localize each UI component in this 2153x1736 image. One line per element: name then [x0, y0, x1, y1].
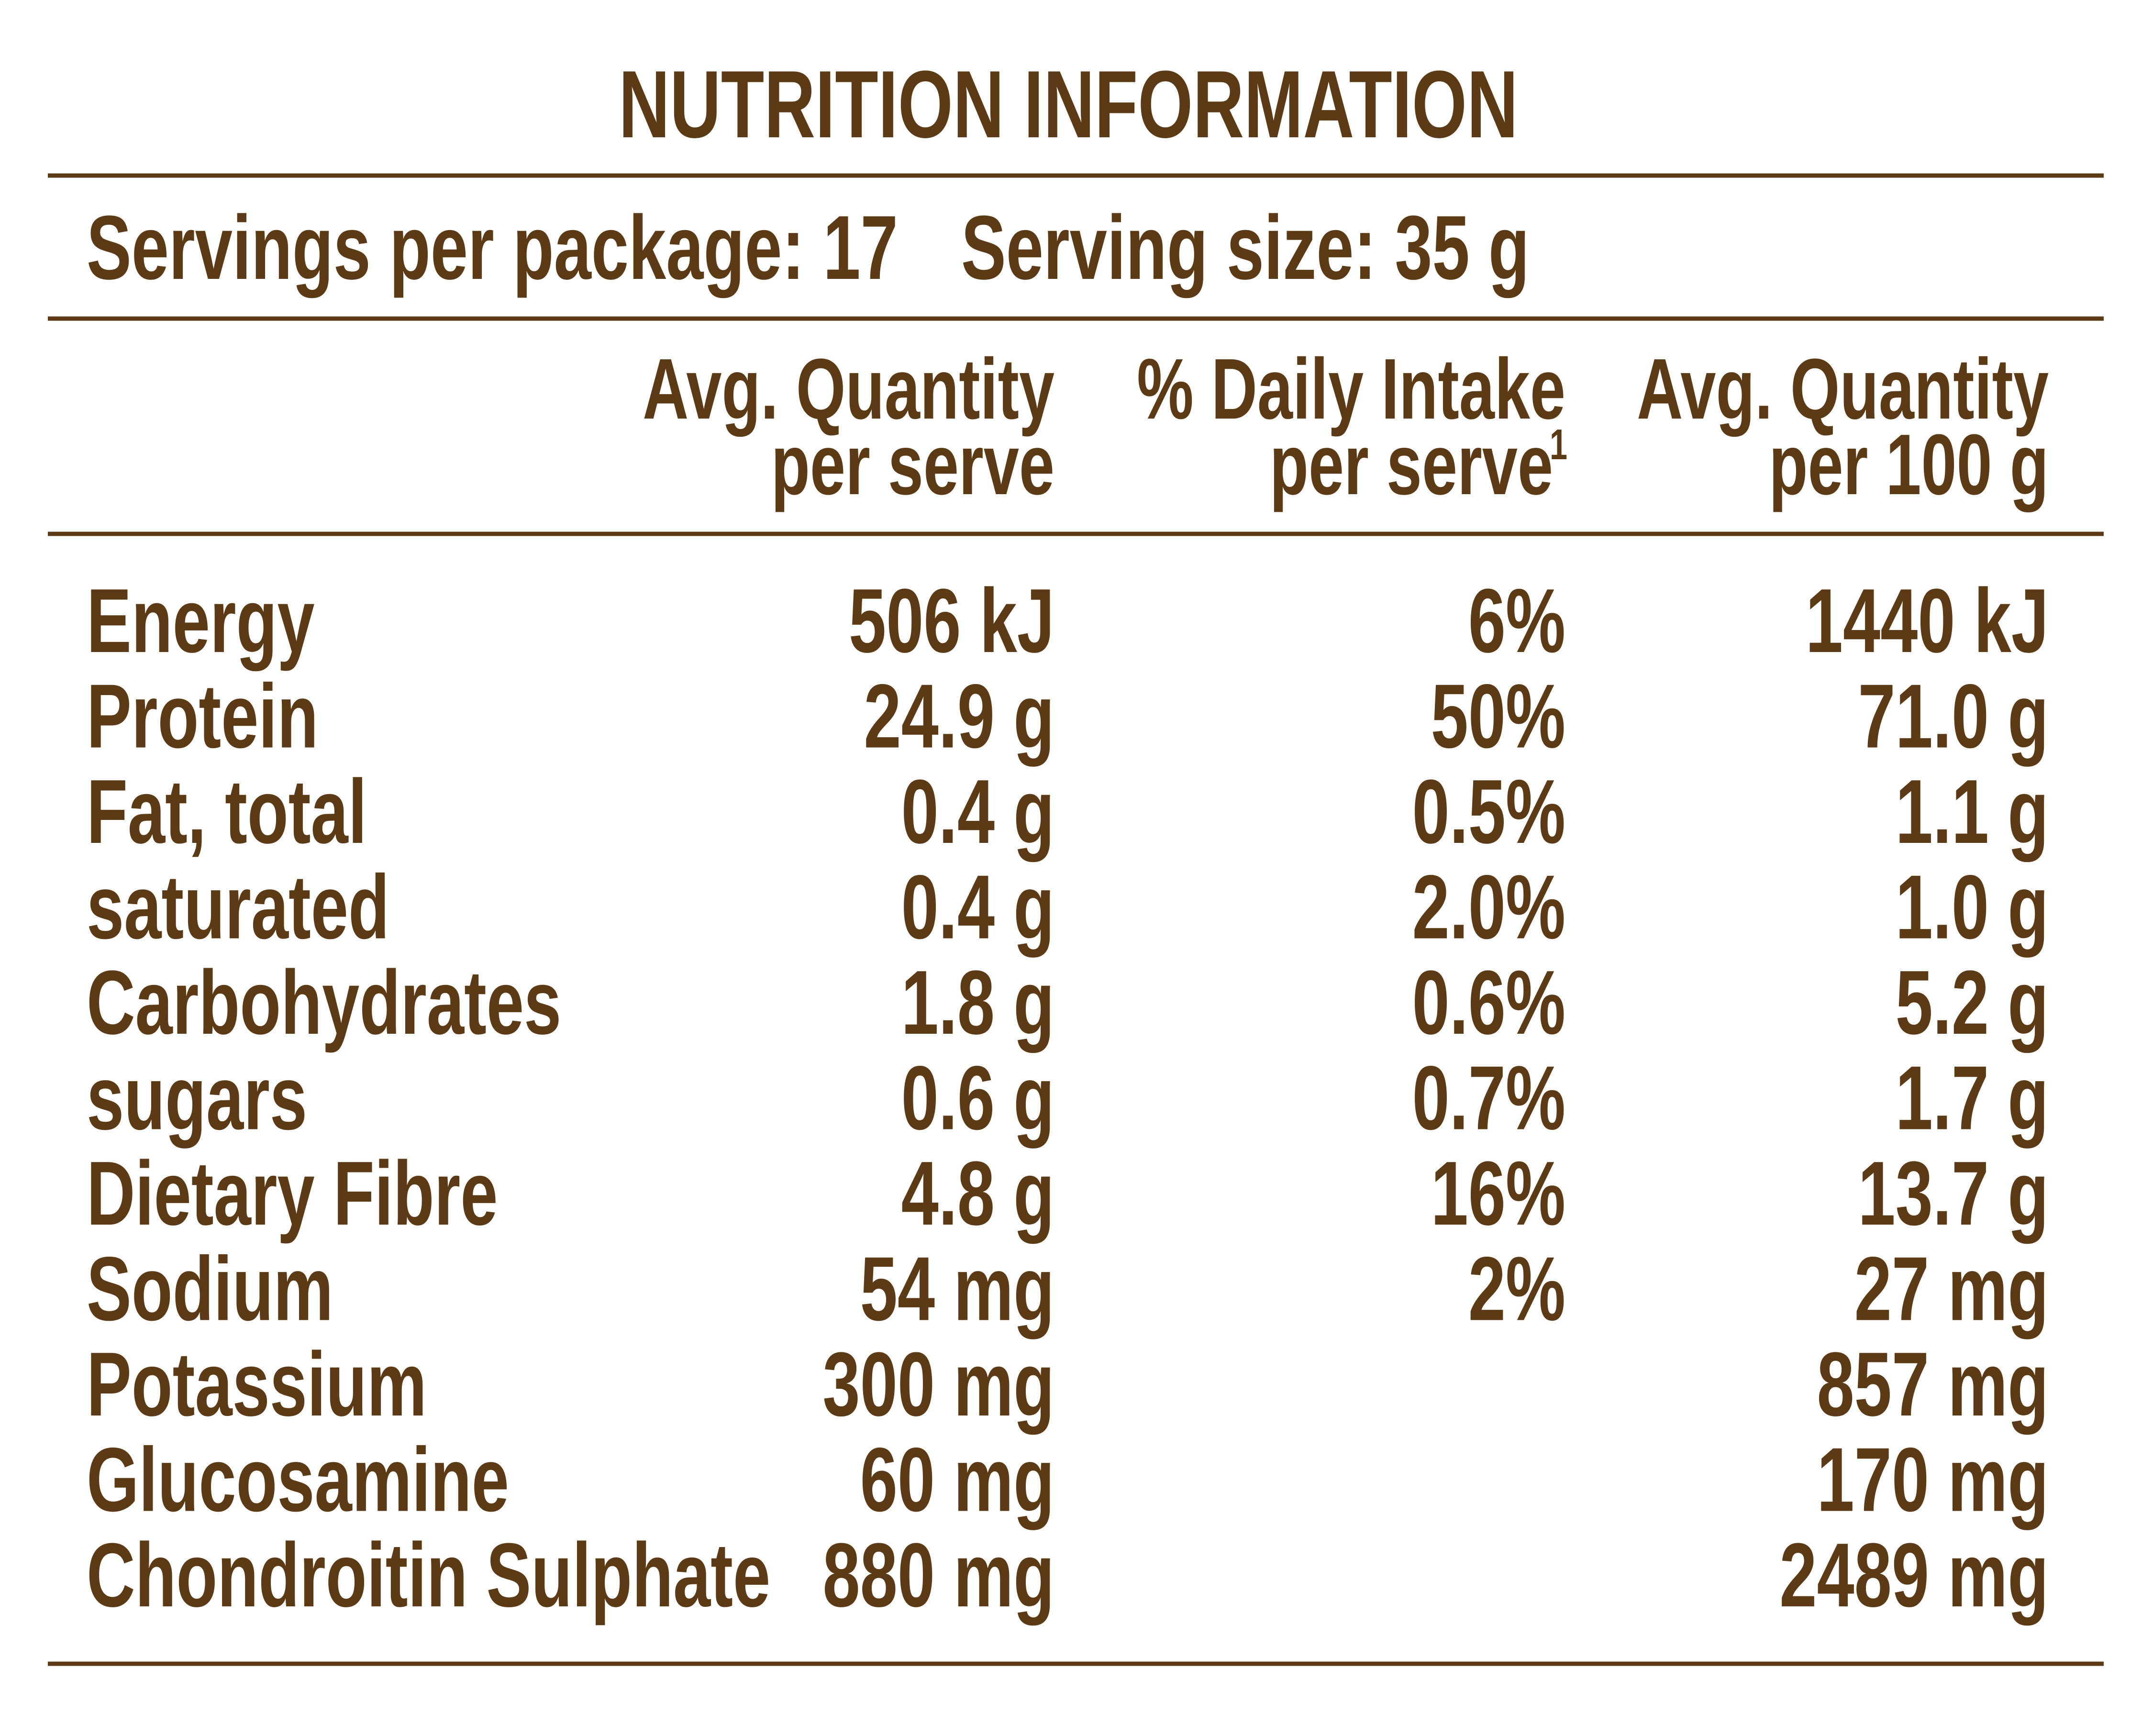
nutrient-value: 857 mg: [1817, 1334, 2049, 1435]
nutrient-value: 0.4 g: [901, 761, 1054, 862]
nutrient-value: 1440 kJ: [1806, 570, 2049, 671]
column-header: per serve: [771, 416, 1054, 512]
nutrient-name: Glucosamine: [87, 1429, 509, 1530]
nutrient-value: 0.5%: [1412, 761, 1565, 862]
nutrient-name: Sodium: [87, 1238, 333, 1339]
column-header: per 100 g: [1769, 416, 2049, 512]
nutrient-value: 2489 mg: [1779, 1525, 2049, 1625]
column-header: Avg. Quantity: [643, 341, 1054, 437]
nutrient-value: 5.2 g: [1896, 952, 2049, 1053]
nutrient-value: 0.7%: [1412, 1048, 1565, 1149]
nutrient-value: 24.9 g: [864, 666, 1054, 767]
nutrient-name: Chondroitin Sulphate: [87, 1525, 770, 1625]
nutrient-name: Fat, total: [87, 761, 367, 862]
nutrient-name: Dietary Fibre: [87, 1143, 498, 1244]
nutrient-value: 6%: [1468, 570, 1565, 671]
title: NUTRITION INFORMATION: [619, 51, 1518, 158]
nutrient-value: 71.0 g: [1858, 666, 2049, 767]
nutrient-value: 0.6%: [1412, 952, 1565, 1053]
nutrient-value: 0.4 g: [901, 857, 1054, 958]
serving-size: Serving size: 35 g: [961, 197, 1530, 298]
nutrient-value: 1.8 g: [901, 952, 1054, 1053]
nutrient-value: 54 mg: [860, 1238, 1054, 1339]
nutrient-value: 506 kJ: [849, 570, 1054, 671]
nutrient-value: 60 mg: [860, 1429, 1054, 1530]
nutrient-value: 50%: [1431, 666, 1565, 767]
nutrient-name: sugars: [87, 1048, 307, 1149]
nutrient-name: Energy: [87, 570, 315, 671]
nutrient-value: 4.8 g: [901, 1143, 1054, 1244]
nutrient-value: 27 mg: [1854, 1238, 2049, 1339]
nutrient-value: 880 mg: [822, 1525, 1054, 1625]
nutrient-value: 0.6 g: [901, 1048, 1054, 1149]
nutrient-name: Potassium: [87, 1334, 427, 1435]
nutrient-value: 16%: [1431, 1143, 1565, 1244]
nutrient-value: 1.0 g: [1896, 857, 2049, 958]
nutrient-value: 13.7 g: [1858, 1143, 2049, 1244]
nutrient-value: 300 mg: [822, 1334, 1054, 1435]
nutrient-name: saturated: [87, 857, 389, 958]
nutrient-value: 2.0%: [1412, 857, 1565, 958]
nutrient-value: 1.1 g: [1896, 761, 2049, 862]
servings-per-package: Servings per package: 17: [87, 197, 898, 298]
nutrient-name: Protein: [87, 666, 318, 767]
column-header: Avg. Quantity: [1637, 341, 2049, 437]
nutrient-value: 2%: [1468, 1238, 1565, 1339]
column-header: % Daily Intake: [1137, 341, 1565, 437]
nutrient-value: 170 mg: [1817, 1429, 2049, 1530]
column-header: per serve: [1270, 416, 1553, 512]
nutrient-name: Carbohydrates: [87, 952, 561, 1053]
footnote-mark: 1: [1550, 420, 1567, 468]
nutrient-value: 1.7 g: [1896, 1048, 2049, 1149]
